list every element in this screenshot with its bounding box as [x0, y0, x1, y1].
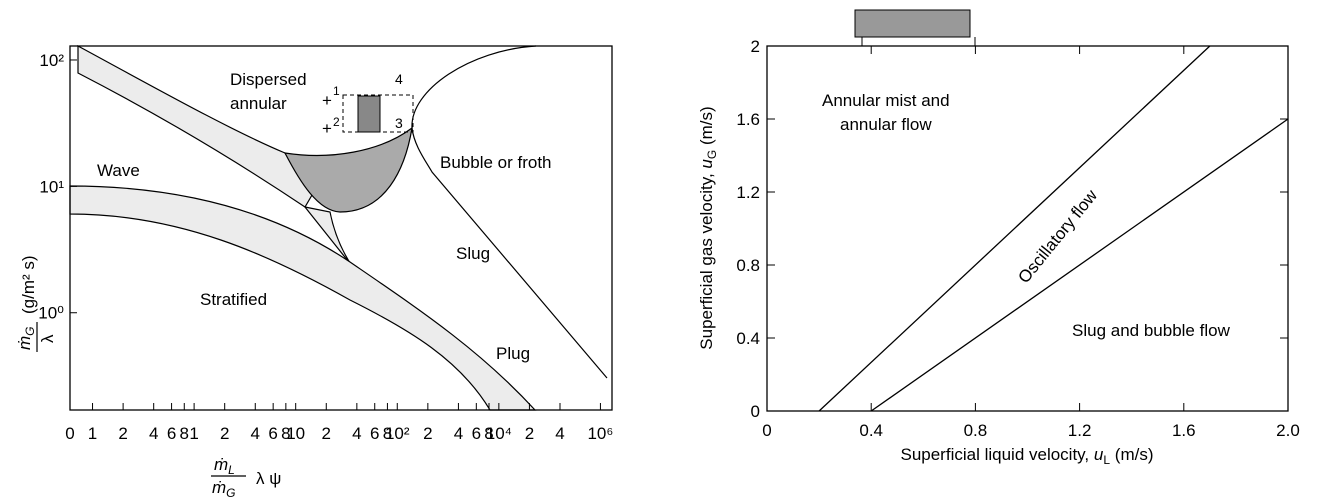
- x-tick-label: 4: [352, 424, 361, 443]
- region-label: Wave: [97, 161, 140, 180]
- x-tick-label: 6: [167, 424, 176, 443]
- y-tick-label: 0.8: [736, 256, 760, 275]
- x-tick-label: 2: [220, 424, 229, 443]
- region-label: annular: [230, 94, 287, 113]
- x-tick-label: 0.8: [964, 421, 988, 440]
- x-tick-label: 8: [484, 424, 493, 443]
- x-tick-label: 1.6: [1172, 421, 1196, 440]
- region-label: Annular mist and: [822, 91, 950, 110]
- x-tick-label: 1: [189, 424, 198, 443]
- x-tick-label: 8: [383, 424, 392, 443]
- region-label: annular flow: [840, 115, 932, 134]
- x-tick-label: 0.4: [859, 421, 883, 440]
- plus: +: [322, 91, 332, 110]
- region-boundaries: + +: [69, 44, 608, 411]
- transition-region: [283, 126, 413, 213]
- x-tick-label: 4: [251, 424, 260, 443]
- x-tick-label: 2: [525, 424, 534, 443]
- x-label-suffix: λ ψ: [256, 469, 281, 488]
- line: [818, 45, 1211, 412]
- shaded-box: [357, 95, 381, 133]
- x-tick-label: 4: [454, 424, 463, 443]
- y-tick-label: 0: [751, 402, 760, 421]
- x-tick-label: 4: [555, 424, 564, 443]
- region-label: Slug: [456, 244, 490, 263]
- x-tick-label: 0: [762, 421, 771, 440]
- marker-label: 1: [333, 84, 340, 98]
- marker-label: 3: [395, 115, 403, 131]
- x-tick-label: 2: [322, 424, 331, 443]
- region-label: Bubble or froth: [440, 153, 552, 172]
- y-label-units: (g/m² s): [19, 255, 38, 314]
- x-label-numerator: ṁL: [214, 455, 235, 477]
- x-axis-label: ṁL ṁG λ ψ: [211, 455, 281, 500]
- x-tick-label: 6: [472, 424, 481, 443]
- x-tick-label: 2.0: [1276, 421, 1300, 440]
- x-tick-label: 10²: [385, 424, 410, 443]
- plot-frame: [69, 45, 613, 411]
- x-tick-label: 8: [281, 424, 290, 443]
- y-axis-label: ṁG λ (g/m² s): [15, 255, 57, 352]
- y-tick-label: 10²: [39, 51, 64, 70]
- y-tick-label: 1.6: [736, 110, 760, 129]
- region-label: Stratified: [200, 290, 267, 309]
- region-label: Plug: [496, 344, 530, 363]
- region-label: Dispersed: [230, 70, 307, 89]
- x-tick-label: 8: [180, 424, 189, 443]
- y-label-denominator: λ: [38, 334, 57, 343]
- x-tick-label: 6: [370, 424, 379, 443]
- x-tick-label: 10: [286, 424, 305, 443]
- x-tick-label: 0: [65, 424, 74, 443]
- x-tick-label: 6: [268, 424, 277, 443]
- marker-label: 4: [395, 71, 403, 87]
- x-tick-label: 2: [423, 424, 432, 443]
- x-axis-label: Superficial liquid velocity, uL (m/s): [900, 445, 1153, 467]
- y-tick-label: 0.4: [736, 329, 760, 348]
- y-tick-label: 2: [751, 37, 760, 56]
- marker-label: 2: [333, 115, 340, 129]
- region-label: Oscillatory flow: [1014, 186, 1101, 287]
- x-tick-label: 1.2: [1068, 421, 1092, 440]
- transition-band: [69, 185, 537, 411]
- y-label-numerator: ṁG: [15, 326, 37, 350]
- plot-frame: [766, 45, 1289, 412]
- plus: +: [322, 119, 332, 138]
- x-tick-label: 1: [88, 424, 97, 443]
- x-tick-label: 2: [118, 424, 127, 443]
- y-tick-label: 10⁰: [38, 304, 64, 323]
- y-tick-label: 1.2: [736, 183, 760, 202]
- shaded-box: [854, 9, 971, 38]
- x-tick-label: 4: [149, 424, 158, 443]
- x-tick-label: 10⁴: [486, 424, 512, 443]
- boundary: [411, 45, 608, 379]
- line: [870, 118, 1289, 412]
- x-tick-label: 10⁶: [587, 424, 613, 443]
- region-label: Slug and bubble flow: [1072, 321, 1231, 340]
- x-label-denominator: ṁG: [212, 478, 236, 500]
- y-tick-label: 10¹: [39, 177, 64, 196]
- y-axis-label: Superficial gas velocity, uG (m/s): [697, 106, 719, 349]
